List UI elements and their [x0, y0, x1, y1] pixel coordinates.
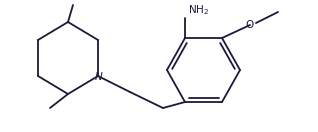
Text: N: N	[95, 72, 103, 82]
Text: O: O	[246, 20, 254, 30]
Text: NH$_2$: NH$_2$	[188, 3, 209, 17]
